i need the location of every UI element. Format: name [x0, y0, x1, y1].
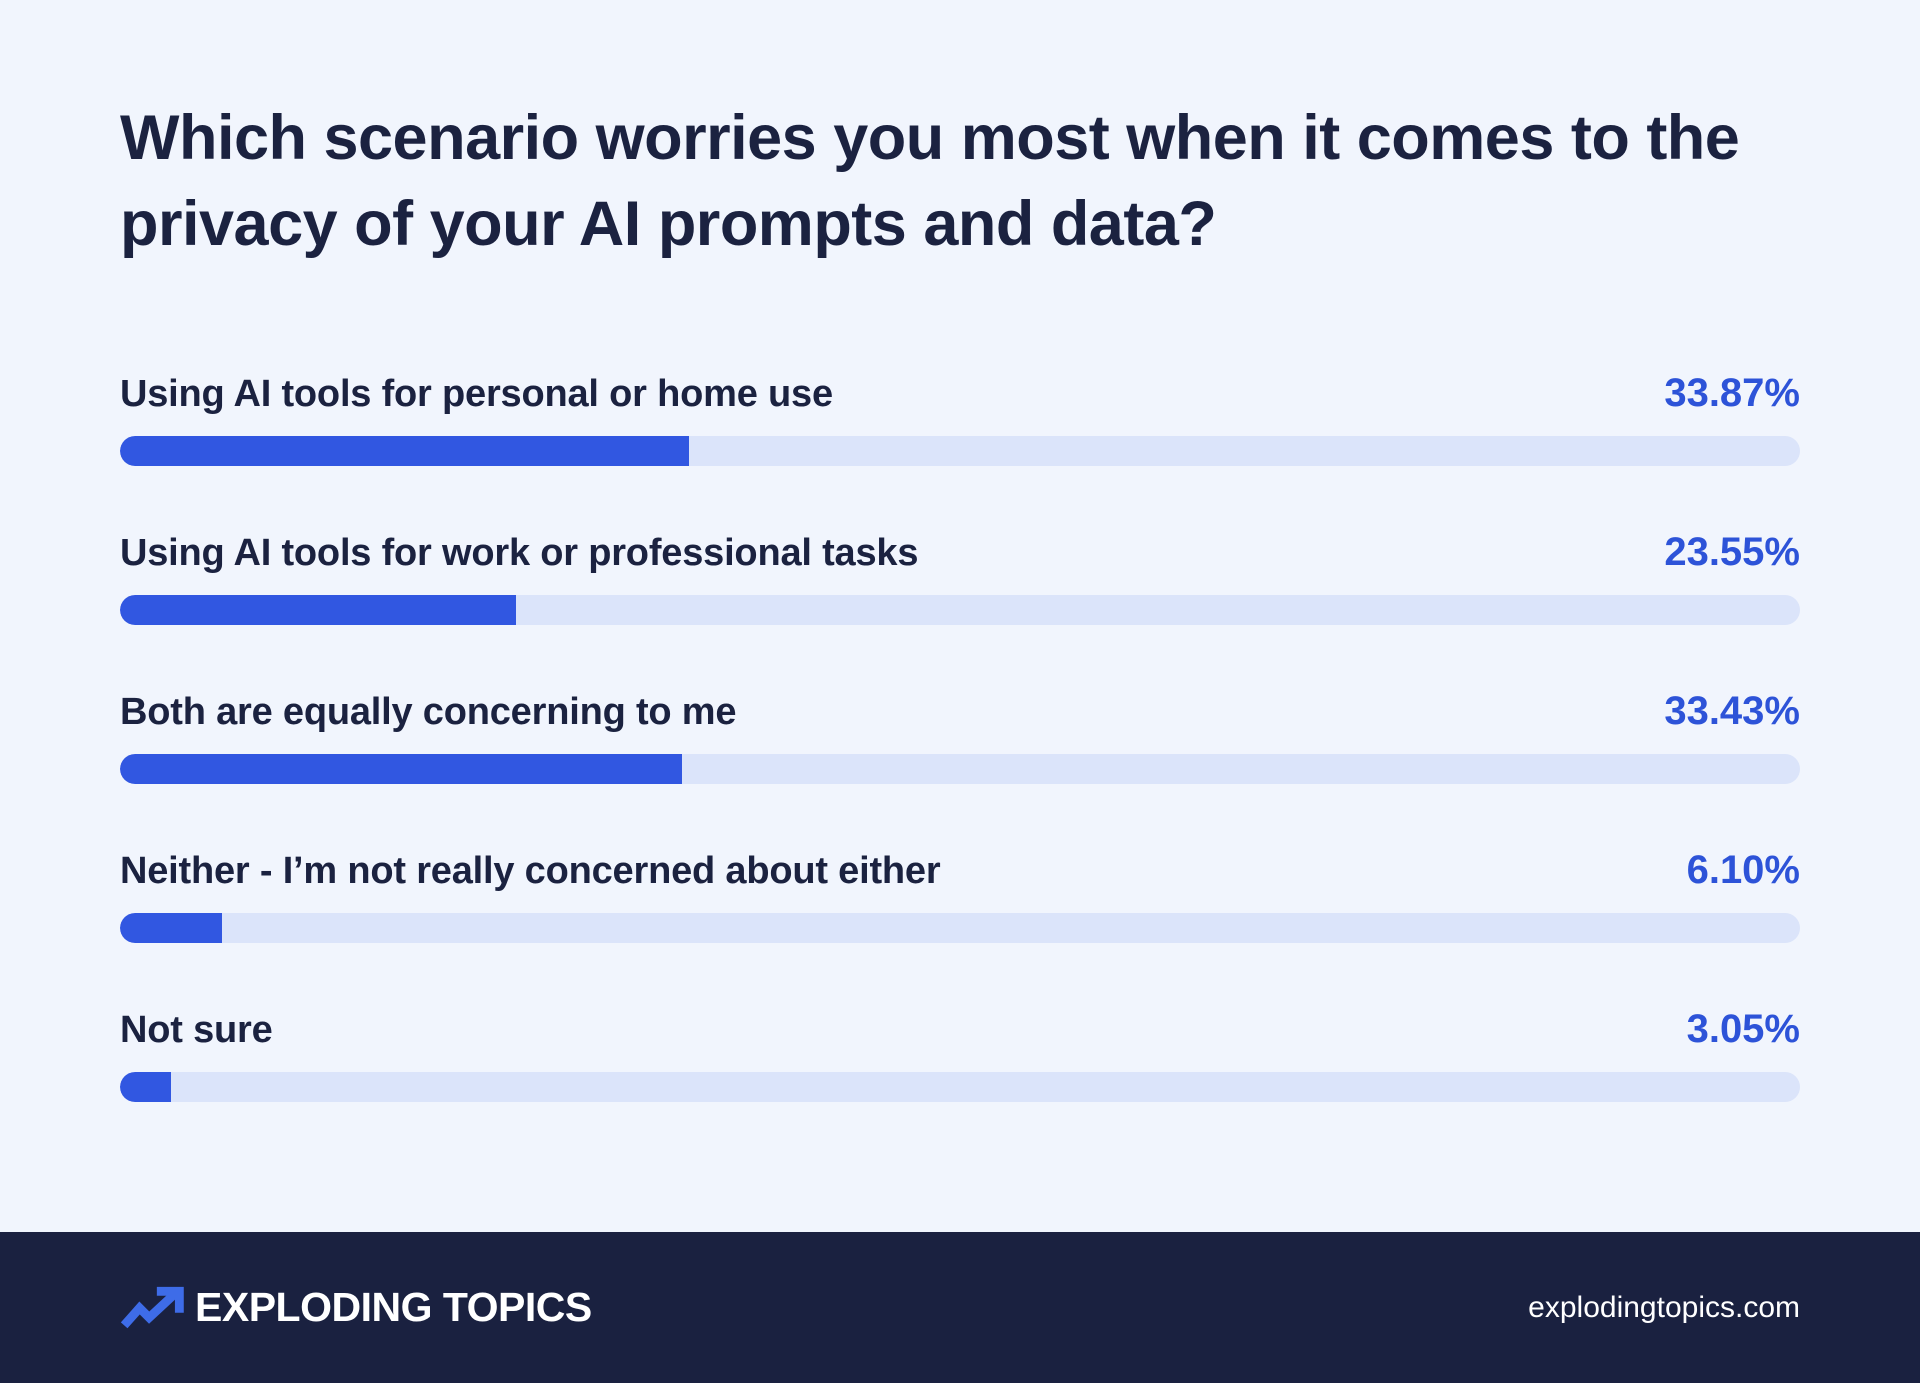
bar-track: [120, 913, 1800, 944]
bar-track: [120, 754, 1800, 785]
bar-label: Not sure: [120, 1009, 273, 1052]
brand-logo: EXPLODING TOPICS: [120, 1283, 592, 1333]
bar-track: [120, 1072, 1800, 1103]
bar-row: Using AI tools for work or professional …: [120, 528, 1800, 626]
brand-name: EXPLODING TOPICS: [195, 1284, 592, 1330]
bar-value: 33.43%: [1664, 689, 1800, 734]
bar-fill: [120, 436, 690, 467]
page-title: Which scenario worries you most when it …: [120, 103, 1740, 259]
bar-value: 3.05%: [1686, 1007, 1800, 1052]
bar-fill: [120, 1072, 172, 1103]
bar-row: Neither - I’m not really concerned about…: [120, 846, 1800, 944]
bar-row-header: Using AI tools for personal or home use …: [120, 369, 1800, 418]
bar-label: Using AI tools for personal or home use: [120, 373, 833, 416]
bar-fill: [120, 754, 682, 785]
bar-fill: [120, 913, 223, 944]
bar-value: 33.87%: [1664, 371, 1800, 416]
bar-label: Using AI tools for work or professional …: [120, 532, 919, 575]
bar-fill: [120, 595, 516, 626]
bar-value: 23.55%: [1664, 530, 1800, 575]
bar-row-header: Both are equally concerning to me 33.43%: [120, 687, 1800, 736]
bar-label: Both are equally concerning to me: [120, 691, 737, 734]
bar-track: [120, 436, 1800, 467]
bar-label: Neither - I’m not really concerned about…: [120, 850, 941, 893]
bar-row-header: Using AI tools for work or professional …: [120, 528, 1800, 577]
bar-chart: Using AI tools for personal or home use …: [120, 369, 1800, 1103]
bar-row-header: Neither - I’m not really concerned about…: [120, 846, 1800, 895]
bar-value: 6.10%: [1686, 848, 1800, 893]
bar-row-header: Not sure 3.05%: [120, 1005, 1800, 1054]
bar-row: Not sure 3.05%: [120, 1005, 1800, 1103]
bar-row: Both are equally concerning to me 33.43%: [120, 687, 1800, 785]
chart-area: Which scenario worries you most when it …: [120, 103, 1800, 1103]
bar-track: [120, 595, 1800, 626]
footer: EXPLODING TOPICS explodingtopics.com: [0, 1232, 1920, 1383]
trend-arrow-icon: [120, 1286, 184, 1328]
website-text: explodingtopics.com: [1528, 1290, 1800, 1324]
bar-row: Using AI tools for personal or home use …: [120, 369, 1800, 467]
